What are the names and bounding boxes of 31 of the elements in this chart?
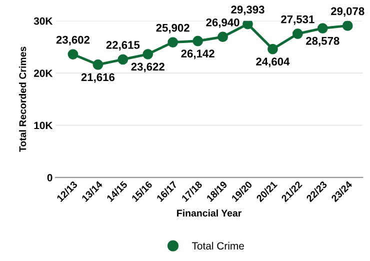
- data-label: 23,602: [56, 36, 90, 46]
- data-label: 28,578: [306, 36, 340, 46]
- data-label: 21,616: [81, 73, 115, 83]
- point: [268, 44, 278, 54]
- data-label: 23,622: [131, 62, 164, 72]
- data-label: 26,142: [181, 50, 214, 60]
- point: [218, 32, 228, 42]
- point: [68, 49, 78, 60]
- point: [118, 54, 128, 65]
- x-axis-title: Financial Year: [177, 209, 242, 217]
- y-axis-title: Total Recorded Crimes: [18, 46, 26, 152]
- y-tick-label: 10K: [34, 122, 53, 130]
- point: [317, 23, 328, 34]
- data-label: 27,531: [281, 15, 314, 25]
- data-label: 24,604: [256, 58, 290, 68]
- point: [168, 37, 178, 48]
- data-label: 22,615: [106, 41, 140, 51]
- point: [142, 48, 154, 60]
- legend-label: Total Crime: [192, 242, 244, 250]
- y-tick-label: 0: [47, 174, 52, 182]
- y-tick-label: 20K: [34, 70, 53, 77]
- y-tick-label: 30K: [34, 17, 53, 25]
- point: [92, 59, 104, 70]
- point: [292, 28, 303, 39]
- data-label: 26,940: [206, 18, 240, 28]
- point: [242, 20, 253, 30]
- data-label: 29,078: [331, 7, 364, 17]
- point: [192, 36, 204, 46]
- point: [342, 20, 353, 31]
- data-label: 25,902: [156, 24, 190, 34]
- data-label: 29,393: [231, 6, 264, 16]
